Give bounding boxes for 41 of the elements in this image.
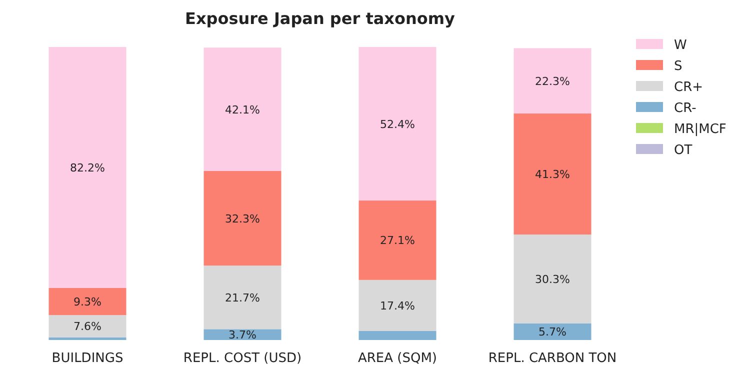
- data-label: 17.4%: [380, 299, 415, 312]
- legend-label: OT: [674, 143, 692, 158]
- data-label: 9.3%: [74, 295, 102, 308]
- bar: [204, 266, 282, 330]
- bar: [204, 48, 282, 171]
- x-tick-label: BUILDINGS: [52, 351, 124, 366]
- bar: [204, 329, 282, 340]
- bar: [514, 323, 592, 340]
- data-label: 7.6%: [74, 320, 102, 334]
- legend-label: S: [674, 59, 682, 74]
- x-tick-label: REPL. COST (USD): [183, 351, 302, 366]
- legend-label: MR|MCF: [674, 122, 726, 137]
- legend-label: CR+: [674, 80, 704, 95]
- chart-title: Exposure Japan per taxonomy: [185, 9, 456, 28]
- data-label: 52.4%: [380, 118, 415, 131]
- data-label: 21.7%: [225, 291, 260, 304]
- bar: [514, 234, 592, 324]
- bar: [358, 330, 436, 340]
- bar: [48, 315, 126, 338]
- data-label: 22.3%: [535, 74, 570, 88]
- bar: [514, 48, 592, 114]
- data-label: 5.7%: [538, 326, 566, 339]
- x-tick-label: AREA (SQM): [358, 351, 438, 366]
- legend-label: W: [674, 38, 687, 53]
- legend-label: CR-: [674, 101, 697, 116]
- x-tick-label: REPL. CARBON TON: [488, 351, 617, 366]
- bar: [358, 200, 436, 280]
- bar: [48, 47, 126, 288]
- bar: [204, 170, 282, 266]
- data-label: 82.2%: [70, 161, 105, 174]
- bar: [514, 114, 592, 235]
- bar: [48, 288, 126, 316]
- data-label: 27.1%: [380, 234, 415, 248]
- data-label: 32.3%: [225, 212, 260, 226]
- bar: [358, 47, 436, 201]
- data-label: 41.3%: [535, 168, 570, 182]
- bar: [48, 337, 126, 340]
- data-label: 42.1%: [225, 103, 260, 116]
- data-label: 30.3%: [535, 272, 570, 286]
- bar: [358, 280, 436, 331]
- data-label: 3.7%: [228, 328, 256, 342]
